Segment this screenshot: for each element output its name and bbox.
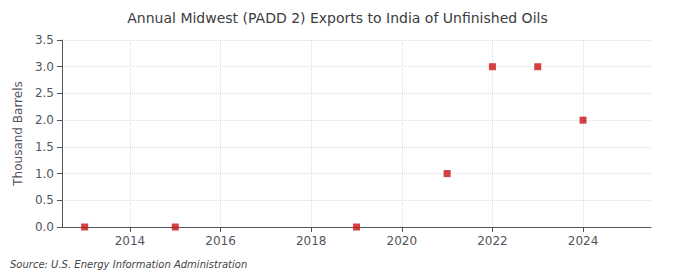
svg-text:Thousand Barrels: Thousand Barrels — [11, 81, 25, 186]
svg-text:0.5: 0.5 — [35, 193, 54, 207]
svg-text:1.5: 1.5 — [35, 140, 54, 154]
svg-text:2016: 2016 — [205, 234, 236, 248]
svg-text:2014: 2014 — [115, 234, 146, 248]
svg-text:2022: 2022 — [477, 234, 508, 248]
svg-text:Annual Midwest (PADD 2) Export: Annual Midwest (PADD 2) Exports to India… — [127, 10, 547, 26]
svg-text:2.0: 2.0 — [35, 113, 54, 127]
svg-text:2024: 2024 — [568, 234, 599, 248]
svg-text:2.5: 2.5 — [35, 86, 54, 100]
svg-text:0.0: 0.0 — [35, 220, 54, 234]
svg-text:Source: U.S. Energy Informatio: Source: U.S. Energy Information Administ… — [10, 259, 247, 270]
svg-text:2018: 2018 — [296, 234, 327, 248]
svg-text:2020: 2020 — [387, 234, 418, 248]
svg-text:3.5: 3.5 — [35, 33, 54, 47]
svg-text:3.0: 3.0 — [35, 60, 54, 74]
svg-text:1.0: 1.0 — [35, 167, 54, 181]
